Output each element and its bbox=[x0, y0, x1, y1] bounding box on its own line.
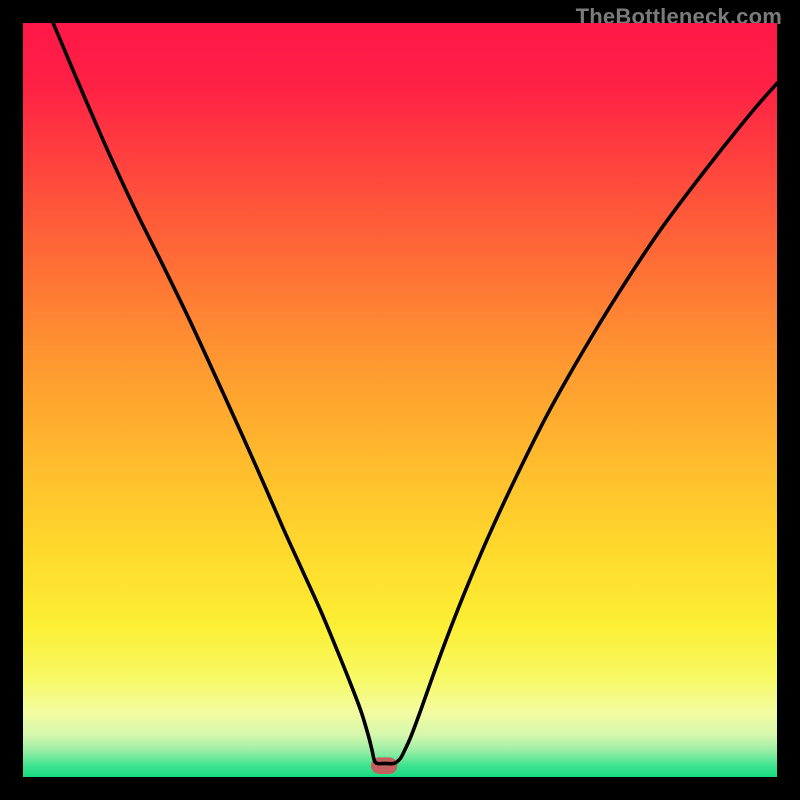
chart-svg bbox=[23, 23, 777, 777]
plot-area bbox=[23, 23, 777, 777]
gradient-background bbox=[23, 23, 777, 777]
chart-frame: TheBottleneck.com bbox=[0, 0, 800, 800]
